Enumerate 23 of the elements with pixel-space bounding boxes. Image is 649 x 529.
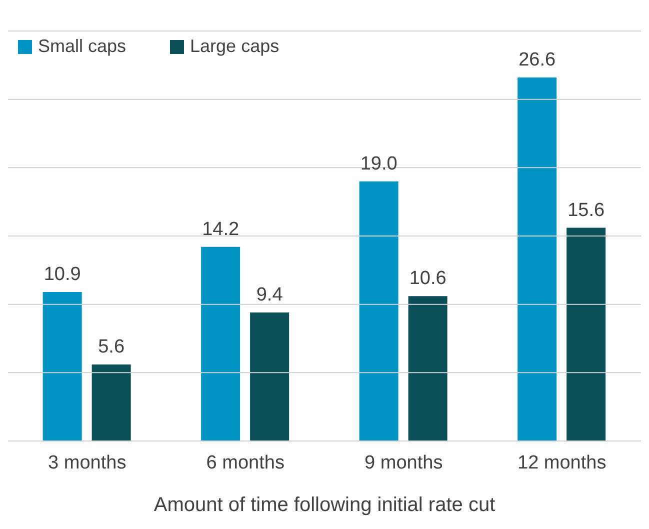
- data-label: 5.6: [98, 336, 125, 358]
- data-label: 14.2: [202, 218, 240, 240]
- bar: [408, 296, 448, 441]
- x-axis-title: Amount of time following initial rate cut: [154, 494, 496, 516]
- bar: [518, 77, 557, 441]
- data-label: 15.6: [568, 200, 605, 221]
- data-label: 10.6: [409, 268, 446, 290]
- x-tick-label: 12 months: [518, 452, 606, 474]
- x-tick-label: 9 months: [364, 452, 443, 474]
- x-tick-label: 6 months: [206, 452, 284, 474]
- legend-label: Small caps: [38, 36, 126, 57]
- bar: [201, 246, 240, 441]
- data-label: 19.0: [360, 153, 398, 174]
- bar: [566, 228, 606, 441]
- data-label: 9.4: [256, 284, 284, 306]
- x-tick-label: 3 months: [48, 452, 126, 474]
- data-label: 26.6: [518, 49, 556, 70]
- bar: [42, 292, 82, 441]
- bar: [92, 364, 131, 441]
- bar: [359, 181, 398, 441]
- bar: [250, 312, 290, 441]
- legend-label: Large caps: [190, 36, 280, 57]
- data-label: 10.9: [44, 264, 81, 286]
